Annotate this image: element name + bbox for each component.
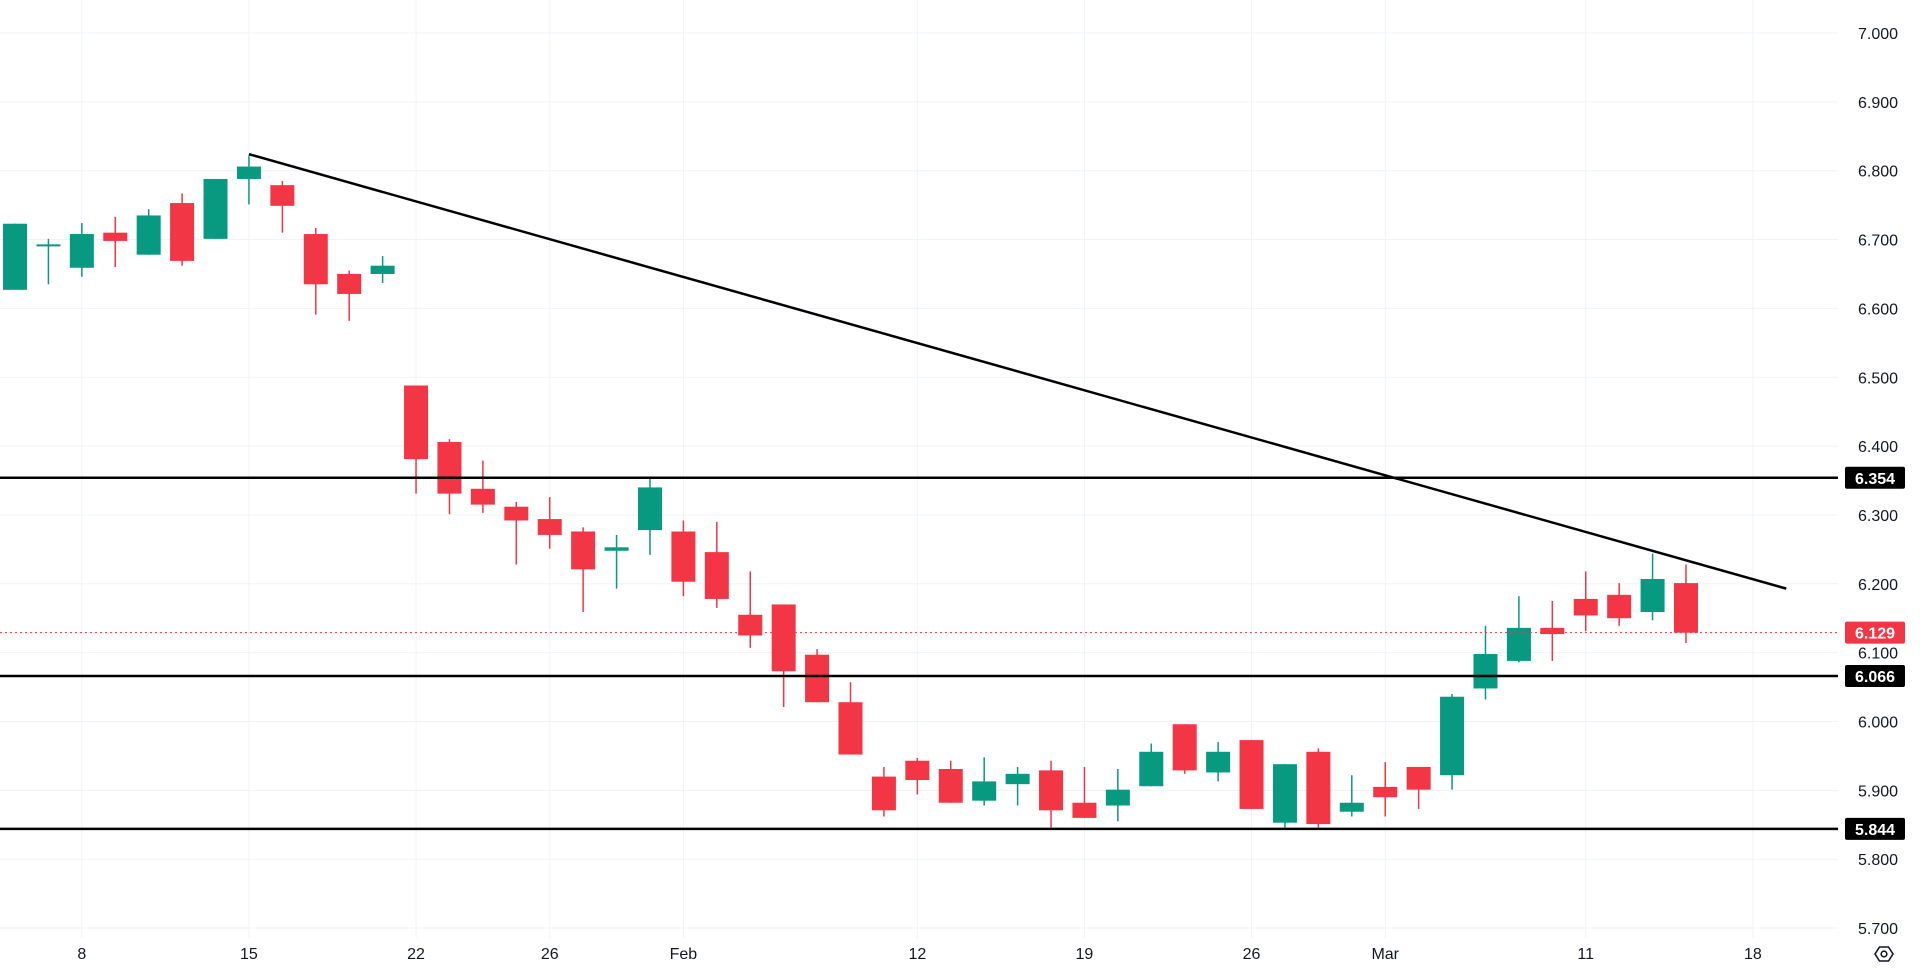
candle-down bbox=[537, 519, 562, 535]
candle-down bbox=[1306, 751, 1331, 825]
price-tag-box bbox=[1845, 665, 1905, 688]
candle-up bbox=[1506, 627, 1531, 661]
time-axis[interactable]: 8 15 22 26 Feb 12 19 26 Mar 11 18 bbox=[77, 946, 1761, 963]
x-tick-label: 19 bbox=[1076, 946, 1094, 963]
candle-down bbox=[103, 232, 128, 241]
candle-down bbox=[1573, 598, 1598, 616]
candle-down bbox=[771, 604, 796, 672]
candle-down bbox=[1607, 594, 1632, 619]
candle-down bbox=[571, 531, 596, 570]
candle-down bbox=[938, 769, 963, 803]
candle-up bbox=[637, 487, 662, 531]
x-tick-label: 15 bbox=[240, 946, 258, 963]
candle-up bbox=[3, 223, 27, 290]
candle-up bbox=[1005, 773, 1030, 785]
candle-down bbox=[671, 531, 696, 582]
candles bbox=[3, 155, 1698, 828]
settings-icon[interactable] bbox=[1874, 946, 1894, 962]
y-tick-label: 6.500 bbox=[1858, 370, 1898, 387]
candle-down bbox=[303, 234, 328, 285]
y-tick-label: 6.200 bbox=[1858, 577, 1898, 594]
x-tick-label: 18 bbox=[1744, 946, 1762, 963]
candle-down bbox=[1406, 766, 1431, 790]
price-tag-label: 5.844 bbox=[1855, 822, 1895, 839]
last-price-tag-label: 6.129 bbox=[1855, 626, 1895, 643]
x-tick-label: Mar bbox=[1371, 946, 1399, 963]
candle-up bbox=[1206, 751, 1231, 773]
candle-down bbox=[170, 203, 195, 261]
candle-down bbox=[1674, 583, 1698, 633]
x-tick-label: 26 bbox=[541, 946, 559, 963]
candle-up bbox=[1272, 764, 1297, 823]
x-tick-label: 22 bbox=[407, 946, 425, 963]
candle-down bbox=[1540, 627, 1565, 635]
y-tick-label: 6.700 bbox=[1858, 233, 1898, 250]
y-tick-label: 6.300 bbox=[1858, 508, 1898, 525]
candle-up bbox=[1440, 696, 1465, 776]
y-tick-label: 6.000 bbox=[1858, 715, 1898, 732]
candle-down bbox=[437, 441, 462, 494]
price-tag-box bbox=[1845, 817, 1905, 840]
price-tags: 6.354 6.066 5.844 6.129 bbox=[1845, 466, 1905, 840]
candle-up bbox=[69, 234, 94, 268]
candle-down bbox=[1239, 740, 1264, 809]
candle-down bbox=[1373, 786, 1398, 798]
candle-up bbox=[1139, 751, 1164, 787]
y-tick-label: 5.900 bbox=[1858, 783, 1898, 800]
y-tick-label: 6.900 bbox=[1858, 95, 1898, 112]
candle-down bbox=[805, 654, 830, 703]
candle-up bbox=[36, 244, 61, 247]
last-price-tag-box bbox=[1845, 621, 1905, 644]
x-tick-label: Feb bbox=[670, 946, 698, 963]
candle-down bbox=[504, 506, 529, 521]
candle-down bbox=[1172, 724, 1197, 771]
candle-down bbox=[738, 614, 763, 636]
candle-down bbox=[704, 552, 729, 599]
y-tick-label: 6.400 bbox=[1858, 439, 1898, 456]
candle-up bbox=[972, 781, 997, 801]
candle-up bbox=[203, 178, 228, 239]
candle-down bbox=[871, 776, 896, 811]
grid bbox=[0, 0, 1838, 938]
candle-up bbox=[1105, 789, 1130, 806]
y-tick-label: 6.600 bbox=[1858, 301, 1898, 318]
x-tick-label: 12 bbox=[908, 946, 926, 963]
candle-up bbox=[604, 547, 629, 551]
trendline bbox=[248, 152, 1787, 590]
candle-down bbox=[905, 760, 930, 781]
candle-up bbox=[1473, 654, 1498, 689]
drawings bbox=[0, 152, 1838, 831]
candle-up bbox=[136, 215, 161, 255]
y-tick-label: 7.000 bbox=[1858, 26, 1898, 43]
candle-up bbox=[1339, 802, 1364, 812]
candle-down bbox=[1039, 770, 1064, 811]
candle-down bbox=[838, 702, 863, 755]
candle-up bbox=[370, 265, 395, 274]
x-tick-label: 8 bbox=[77, 946, 86, 963]
price-tag-label: 6.066 bbox=[1855, 669, 1895, 686]
candle-down bbox=[270, 185, 295, 206]
y-tick-label: 6.100 bbox=[1858, 646, 1898, 663]
price-axis[interactable]: 7.000 6.900 6.800 6.700 6.600 6.500 6.400 6.300… bbox=[1858, 26, 1898, 938]
y-tick-label: 5.800 bbox=[1858, 852, 1898, 869]
x-tick-label: 11 bbox=[1577, 946, 1594, 963]
price-tag-label: 6.354 bbox=[1855, 471, 1895, 488]
y-tick-label: 6.800 bbox=[1858, 164, 1898, 181]
candle-down bbox=[1072, 802, 1097, 818]
candle-down bbox=[470, 488, 495, 505]
candle-down bbox=[337, 273, 362, 294]
candle-up bbox=[236, 166, 261, 179]
price-tag-box bbox=[1845, 466, 1905, 489]
candle-down bbox=[404, 385, 429, 460]
candle-up bbox=[1640, 578, 1665, 613]
y-tick-label: 5.700 bbox=[1858, 921, 1898, 938]
x-tick-label: 26 bbox=[1243, 946, 1261, 963]
